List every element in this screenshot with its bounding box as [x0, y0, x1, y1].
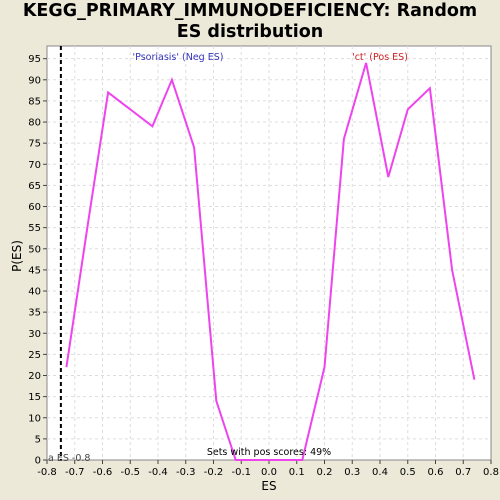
y-tick-label: 15 [28, 392, 41, 403]
x-tick-label: -0.3 [176, 467, 196, 478]
y-tick-label: 80 [28, 118, 41, 129]
y-tick-label: 85 [28, 96, 41, 107]
x-tick-label: 0.8 [483, 467, 499, 478]
y-tick-label: 55 [28, 223, 41, 234]
y-tick-label: 40 [28, 287, 41, 298]
x-axis-title: ES [261, 479, 276, 493]
x-tick-label: -0.4 [148, 467, 168, 478]
x-tick-label: -0.8 [37, 467, 57, 478]
y-axis-ticks: 0 5 10 15 20 25 30 35 40 45 50 55 60 65 70 75 80 85 90 95 [28, 54, 47, 467]
series-marks [59, 46, 476, 461]
y-tick-label: 20 [28, 371, 41, 382]
chart-title: KEGG_PRIMARY_IMMUNODEFICIENCY: Random ES… [0, 1, 500, 43]
x-tick-label: 0.6 [428, 467, 444, 478]
grid [47, 46, 491, 460]
y-tick-label: 70 [28, 160, 41, 171]
y-tick-label: 5 [35, 434, 41, 445]
y-tick-label: 35 [28, 308, 41, 319]
y-tick-label: 60 [28, 202, 41, 213]
y-tick-label: 95 [28, 54, 41, 65]
x-axis-ticks: -0.8 -0.7 -0.6 -0.5 -0.4 -0.3 -0.2 -0.1 0.0 0.1 0.… [37, 460, 499, 478]
x-tick-label: -0.1 [231, 467, 251, 478]
x-tick-label: 0.7 [455, 467, 471, 478]
actual-es-label: a ES -0.8 [48, 453, 90, 464]
y-tick-label: 75 [28, 139, 41, 150]
y-tick-label: 0 [35, 456, 41, 467]
y-axis-title: P(ES) [10, 240, 24, 272]
y-tick-label: 65 [28, 181, 41, 192]
y-tick-label: 30 [28, 329, 41, 340]
x-tick-label: 0.2 [317, 467, 333, 478]
y-tick-label: 10 [28, 413, 41, 424]
x-tick-label: 0.1 [289, 467, 305, 478]
pos-es-label: 'ct' (Pos ES) [352, 52, 408, 63]
y-tick-label: 25 [28, 350, 41, 361]
y-tick-label: 50 [28, 244, 41, 255]
y-tick-label: 90 [28, 75, 41, 86]
x-tick-label: -0.2 [204, 467, 224, 478]
y-tick-label: 45 [28, 265, 41, 276]
neg-es-label: 'Psoriasis' (Neg ES) [133, 52, 224, 63]
x-tick-label: 0.0 [261, 467, 277, 478]
x-tick-label: -0.7 [65, 467, 85, 478]
x-tick-label: 0.4 [372, 467, 388, 478]
x-tick-label: 0.3 [344, 467, 360, 478]
x-tick-label: -0.6 [93, 467, 113, 478]
series-line [65, 62, 476, 461]
chart-title-line-1: KEGG_PRIMARY_IMMUNODEFICIENCY: Random [22, 1, 478, 21]
x-tick-label: 0.5 [400, 467, 416, 478]
pos-scores-label: Sets with pos scores: 49% [207, 447, 331, 458]
chart-title-line-2: ES distribution [176, 22, 324, 42]
x-tick-label: -0.5 [120, 467, 140, 478]
